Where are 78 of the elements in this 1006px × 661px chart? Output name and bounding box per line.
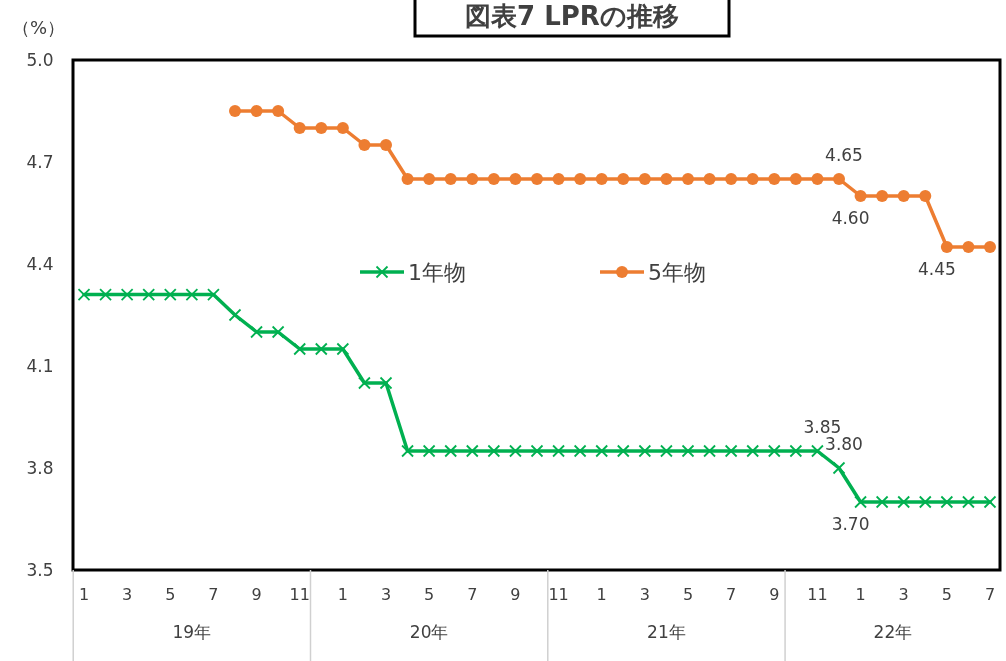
point [660, 173, 673, 185]
point [919, 190, 932, 202]
point [854, 190, 867, 202]
point [423, 173, 436, 185]
x-tick-label: 3 [639, 585, 650, 604]
point [401, 173, 414, 185]
point [574, 173, 587, 185]
x-tick-label: 1 [78, 585, 90, 604]
data-label: 3.80 [825, 434, 863, 454]
x-tick-label: 5 [424, 585, 435, 604]
legend-label: 5年物 [648, 259, 706, 285]
y-tick-label: 3.5 [26, 559, 54, 580]
y-tick-label: 4.7 [26, 151, 54, 172]
legend-label: 1年物 [408, 259, 466, 285]
point [272, 105, 285, 117]
y-tick-label: 5.0 [26, 49, 54, 70]
point [789, 173, 802, 185]
point [876, 190, 889, 202]
point [897, 190, 910, 202]
point [833, 173, 845, 185]
x-tick-label: 9 [251, 585, 262, 604]
x-tick-label: 11 [807, 585, 828, 604]
text: 19年 [172, 622, 212, 642]
point [962, 241, 975, 253]
point [250, 105, 263, 117]
point [768, 173, 781, 185]
point [509, 173, 522, 185]
data-label: 3.70 [831, 514, 870, 534]
point [380, 139, 392, 151]
point [487, 173, 500, 185]
x-tick-label: 3 [122, 585, 133, 604]
point [466, 173, 479, 185]
text: 21年 [647, 622, 686, 642]
point [358, 139, 371, 151]
x-tick-label: 3 [898, 585, 909, 604]
x-tick-label: 7 [467, 585, 478, 604]
x-tick-label: 5 [165, 585, 176, 604]
x-tick-label: 7 [984, 585, 996, 604]
x-tick-label: 11 [548, 585, 569, 604]
point [984, 241, 996, 253]
point [811, 173, 824, 185]
x-tick-label: 7 [208, 585, 219, 604]
data-label: 3.85 [803, 417, 842, 437]
y-tick-label: 3.8 [26, 457, 54, 478]
x-tick-label: 9 [510, 585, 521, 604]
point [725, 173, 738, 185]
data-label: 4.45 [917, 259, 956, 279]
point [746, 173, 759, 185]
text: 22年 [873, 622, 913, 642]
text: 20年 [409, 622, 449, 642]
point [940, 241, 953, 253]
point [682, 173, 694, 185]
point [638, 173, 651, 185]
x-tick-label: 5 [941, 585, 952, 604]
x-tick-label: 9 [769, 585, 780, 604]
point [444, 173, 457, 185]
x-tick-label: 5 [682, 585, 694, 604]
point [703, 173, 716, 185]
point [617, 173, 630, 185]
data-label: 4.65 [825, 145, 863, 165]
point [315, 122, 328, 134]
x-tick-label: 7 [726, 585, 737, 604]
x-tick-label: 1 [855, 585, 866, 604]
chart-title: 図表7 LPRの推移 [465, 1, 679, 31]
x-tick-label: 11 [289, 585, 310, 604]
point [552, 173, 565, 185]
x-tick-label: 1 [596, 585, 607, 604]
x-tick-label: 3 [380, 585, 392, 604]
point [229, 105, 241, 117]
point [595, 173, 608, 185]
y-tick-label: 4.4 [26, 253, 54, 274]
point [336, 122, 349, 134]
y-axis-title: （%） [12, 17, 66, 38]
y-tick-label: 4.1 [26, 355, 54, 376]
point [531, 173, 543, 185]
data-label: 4.60 [831, 208, 870, 228]
x-tick-label: 1 [337, 585, 348, 604]
point [293, 122, 306, 134]
